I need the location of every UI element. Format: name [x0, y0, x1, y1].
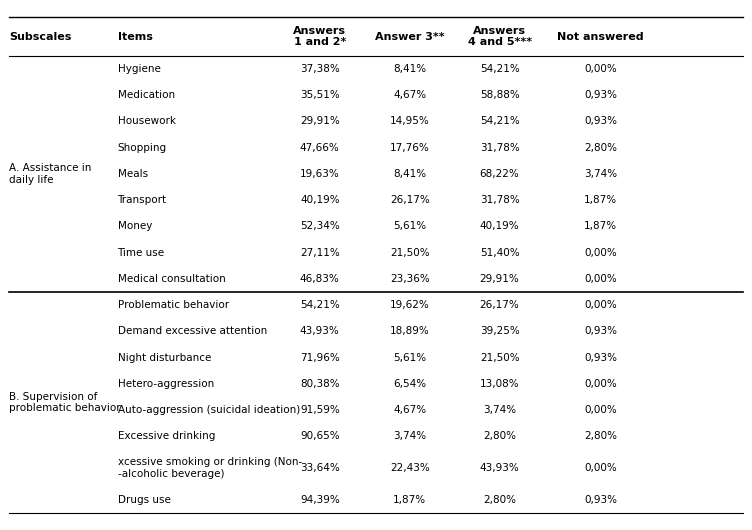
Text: Answers
4 and 5***: Answers 4 and 5*** — [468, 25, 532, 47]
Text: Not answered: Not answered — [557, 31, 644, 41]
Text: 3,74%: 3,74% — [483, 405, 516, 415]
Text: Housework: Housework — [117, 117, 175, 127]
Text: 5,61%: 5,61% — [393, 352, 426, 363]
Text: 54,21%: 54,21% — [480, 64, 520, 74]
Text: 4,67%: 4,67% — [393, 90, 426, 100]
Text: 26,17%: 26,17% — [390, 195, 429, 205]
Text: Hygiene: Hygiene — [117, 64, 160, 74]
Text: 8,41%: 8,41% — [393, 169, 426, 179]
Text: 40,19%: 40,19% — [480, 222, 520, 232]
Text: 27,11%: 27,11% — [300, 248, 340, 258]
Text: 71,96%: 71,96% — [300, 352, 340, 363]
Text: B. Supervision of
problematic behavior: B. Supervision of problematic behavior — [9, 392, 120, 413]
Text: 18,89%: 18,89% — [390, 326, 429, 337]
Text: 8,41%: 8,41% — [393, 64, 426, 74]
Text: Drugs use: Drugs use — [117, 494, 171, 505]
Text: 68,22%: 68,22% — [480, 169, 520, 179]
Text: 23,36%: 23,36% — [390, 274, 429, 284]
Text: 40,19%: 40,19% — [300, 195, 340, 205]
Text: 0,93%: 0,93% — [584, 117, 617, 127]
Text: 0,93%: 0,93% — [584, 326, 617, 337]
Text: 2,80%: 2,80% — [483, 431, 516, 441]
Text: 51,40%: 51,40% — [480, 248, 520, 258]
Text: Medication: Medication — [117, 90, 174, 100]
Text: Items: Items — [117, 31, 153, 41]
Text: Time use: Time use — [117, 248, 165, 258]
Text: 17,76%: 17,76% — [390, 143, 429, 153]
Text: 91,59%: 91,59% — [300, 405, 340, 415]
Text: Hetero-aggression: Hetero-aggression — [117, 379, 214, 389]
Text: 2,80%: 2,80% — [483, 494, 516, 505]
Text: 26,17%: 26,17% — [480, 300, 520, 310]
Text: 43,93%: 43,93% — [480, 463, 520, 473]
Text: 35,51%: 35,51% — [300, 90, 340, 100]
Text: 6,54%: 6,54% — [393, 379, 426, 389]
Text: 0,93%: 0,93% — [584, 494, 617, 505]
Text: 21,50%: 21,50% — [390, 248, 429, 258]
Text: 13,08%: 13,08% — [480, 379, 520, 389]
Text: Shopping: Shopping — [117, 143, 167, 153]
Text: 39,25%: 39,25% — [480, 326, 520, 337]
Text: Problematic behavior: Problematic behavior — [117, 300, 229, 310]
Text: 0,00%: 0,00% — [584, 248, 617, 258]
Text: 14,95%: 14,95% — [390, 117, 429, 127]
Text: 5,61%: 5,61% — [393, 222, 426, 232]
Text: 1,87%: 1,87% — [584, 222, 617, 232]
Text: 54,21%: 54,21% — [480, 117, 520, 127]
Text: 19,62%: 19,62% — [390, 300, 429, 310]
Text: Meals: Meals — [117, 169, 147, 179]
Text: 0,00%: 0,00% — [584, 463, 617, 473]
Text: 33,64%: 33,64% — [300, 463, 340, 473]
Text: 2,80%: 2,80% — [584, 143, 617, 153]
Text: 3,74%: 3,74% — [584, 169, 617, 179]
Text: Demand excessive attention: Demand excessive attention — [117, 326, 267, 337]
Text: Transport: Transport — [117, 195, 167, 205]
Text: 52,34%: 52,34% — [300, 222, 340, 232]
Text: 37,38%: 37,38% — [300, 64, 340, 74]
Text: 29,91%: 29,91% — [300, 117, 340, 127]
Text: 94,39%: 94,39% — [300, 494, 340, 505]
Text: 0,00%: 0,00% — [584, 64, 617, 74]
Text: Answers
1 and 2*: Answers 1 and 2* — [293, 25, 347, 47]
Text: 0,00%: 0,00% — [584, 405, 617, 415]
Text: A. Assistance in
daily life: A. Assistance in daily life — [9, 163, 91, 185]
Text: Excessive drinking: Excessive drinking — [117, 431, 215, 441]
Text: 0,00%: 0,00% — [584, 379, 617, 389]
Text: Money: Money — [117, 222, 152, 232]
Text: 29,91%: 29,91% — [480, 274, 520, 284]
Text: 31,78%: 31,78% — [480, 195, 520, 205]
Text: 46,83%: 46,83% — [300, 274, 340, 284]
Text: 0,93%: 0,93% — [584, 352, 617, 363]
Text: 0,00%: 0,00% — [584, 274, 617, 284]
Text: xcessive smoking or drinking (Non-
-alcoholic beverage): xcessive smoking or drinking (Non- -alco… — [117, 457, 302, 479]
Text: Medical consultation: Medical consultation — [117, 274, 226, 284]
Text: 0,93%: 0,93% — [584, 90, 617, 100]
Text: Auto-aggression (suicidal ideation): Auto-aggression (suicidal ideation) — [117, 405, 300, 415]
Text: 54,21%: 54,21% — [300, 300, 340, 310]
Text: Night disturbance: Night disturbance — [117, 352, 211, 363]
Text: 80,38%: 80,38% — [300, 379, 340, 389]
Text: 0,00%: 0,00% — [584, 300, 617, 310]
Text: 1,87%: 1,87% — [393, 494, 426, 505]
Text: 58,88%: 58,88% — [480, 90, 520, 100]
Text: Answer 3**: Answer 3** — [375, 31, 444, 41]
Text: 4,67%: 4,67% — [393, 405, 426, 415]
Text: 43,93%: 43,93% — [300, 326, 340, 337]
Text: 31,78%: 31,78% — [480, 143, 520, 153]
Text: Subscales: Subscales — [9, 31, 71, 41]
Text: 19,63%: 19,63% — [300, 169, 340, 179]
Text: 21,50%: 21,50% — [480, 352, 520, 363]
Text: 22,43%: 22,43% — [390, 463, 429, 473]
Text: 2,80%: 2,80% — [584, 431, 617, 441]
Text: 90,65%: 90,65% — [300, 431, 340, 441]
Text: 1,87%: 1,87% — [584, 195, 617, 205]
Text: 3,74%: 3,74% — [393, 431, 426, 441]
Text: 47,66%: 47,66% — [300, 143, 340, 153]
